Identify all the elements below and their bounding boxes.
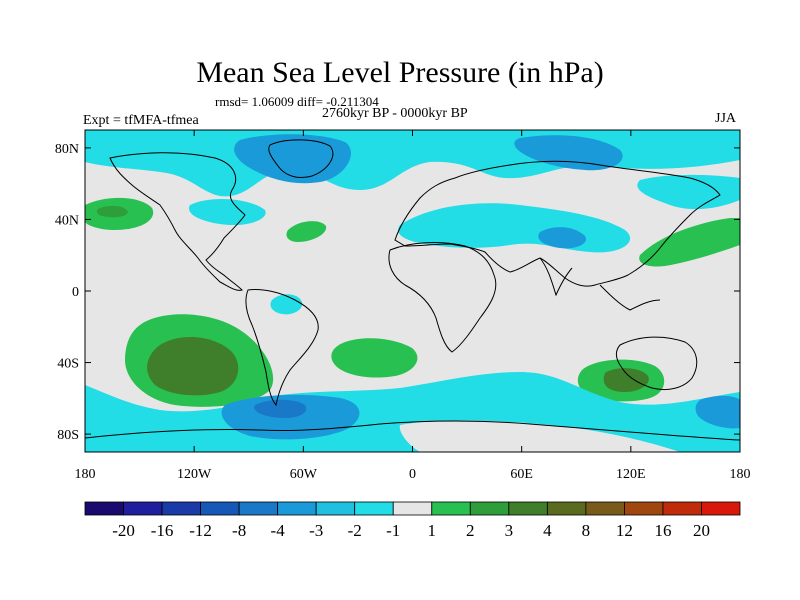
colorbar-label: 16 (654, 521, 671, 540)
lat-tick-label: 80S (57, 428, 79, 443)
lon-tick-label: 180 (730, 467, 751, 482)
colorbar-label: 20 (693, 521, 710, 540)
lon-tick-label: 180 (75, 467, 96, 482)
period-label: 2760kyr BP - 0000kyr BP (322, 106, 468, 121)
colorbar-labels: -20 -16 -12 -8 -4 -3 -2 -1 1 2 3 4 8 12 16 20 (112, 521, 710, 540)
lon-tick-label: 60E (510, 467, 533, 482)
colorbar (84, 501, 741, 516)
coast-india (539, 257, 573, 297)
colorbar-label: 3 (505, 521, 514, 540)
stats-line: rmsd= 1.06009 diff= -0.211304 (215, 94, 379, 109)
colorbar-label: -1 (386, 521, 400, 540)
coast-africa (388, 242, 497, 353)
colorbar-swatch (701, 501, 741, 516)
colorbar-label: -2 (348, 521, 362, 540)
season-label: JJA (715, 111, 737, 126)
north-atlantic-green (286, 221, 327, 242)
lat-tick-label: 80N (55, 142, 79, 157)
indian-ocean-olive (603, 368, 649, 392)
southwest-pacific-blue (695, 395, 740, 429)
tibet-blue (538, 227, 586, 249)
colorbar-label: -8 (232, 521, 246, 540)
coast-greenland (268, 139, 334, 179)
drake-blue (254, 399, 307, 418)
colorbar-label: 8 (582, 521, 591, 540)
latitude-axis: 80N 40N 0 40S 80S (55, 142, 740, 443)
south-pacific-olive (147, 336, 239, 396)
europe-cyan (189, 198, 266, 226)
lat-tick-label: 40N (55, 213, 79, 228)
colorbar-swatch (315, 501, 356, 516)
lon-tick-label: 120E (616, 467, 646, 482)
colorbar-swatch (238, 501, 279, 516)
colorbar-label: -3 (309, 521, 323, 540)
colorbar-swatch (469, 501, 510, 516)
colorbar-swatch (123, 501, 163, 516)
colorbar-label: -4 (271, 521, 286, 540)
coast-south-america (245, 289, 319, 407)
coast-antarctica (85, 420, 740, 441)
experiment-label: Expt = tfMFA-tfmea (83, 113, 199, 128)
colorbar-swatch (354, 501, 394, 516)
colorbar-swatch (392, 501, 433, 516)
coast-australia (615, 336, 698, 391)
lon-tick-label: 0 (409, 467, 416, 482)
colorbar-swatch (508, 501, 548, 516)
west-pacific-green (639, 218, 740, 267)
coast-eurasia (394, 160, 721, 287)
colorbar-swatch (585, 501, 625, 516)
colorbar-swatch (277, 501, 317, 516)
colorbar-label: 2 (466, 521, 475, 540)
lat-tick-label: 0 (72, 285, 79, 300)
colorbar-swatch (200, 501, 240, 516)
colorbar-label: 4 (543, 521, 552, 540)
coast-southeast-asia (599, 284, 661, 311)
north-pacific-cyan (637, 174, 740, 210)
colorbar-label: -12 (189, 521, 212, 540)
colorbar-swatch (431, 501, 471, 516)
lon-tick-label: 120W (177, 467, 212, 482)
colorbar-label: -16 (151, 521, 174, 540)
colorbar-swatch (84, 501, 124, 516)
colorbar-label: -20 (112, 521, 135, 540)
longitude-axis: 180 120W 60W 0 60E 120E 180 (75, 130, 751, 482)
coastlines (85, 139, 740, 441)
lat-tick-label: 40S (57, 357, 79, 372)
colorbar-swatch (161, 501, 201, 516)
lon-tick-label: 60W (290, 467, 318, 482)
map-panel (85, 130, 740, 452)
colorbar-label: 1 (428, 521, 437, 540)
colorbar-swatch (662, 501, 702, 516)
north-pacific-core (96, 205, 128, 218)
antarctic-neutral (399, 420, 680, 452)
colorbar-swatch (546, 501, 587, 516)
coast-north-america (109, 152, 246, 291)
chart-title: Mean Sea Level Pressure (in hPa) (196, 56, 604, 89)
colorbar-label: 12 (616, 521, 633, 540)
south-atlantic-green (331, 338, 418, 378)
colorbar-swatch (624, 501, 664, 516)
